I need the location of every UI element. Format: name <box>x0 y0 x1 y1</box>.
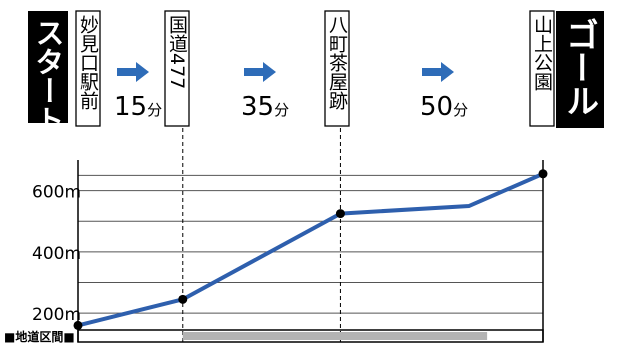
duration-arrow <box>244 62 276 82</box>
stop-name-label: 山上公園 <box>531 15 553 91</box>
road-segment-bar <box>182 332 488 340</box>
goal-label: ゴール <box>561 17 600 117</box>
elevation-point <box>73 320 83 330</box>
axis-layer: ■地道区間■ 600m 400m 200m <box>4 160 544 344</box>
stop-name-box <box>164 10 190 127</box>
stop-name-label: 国道477 <box>166 15 188 89</box>
elevation-point <box>335 209 345 219</box>
stop-name-label: 八町茶屋跡 <box>326 15 348 110</box>
duration-label: 35分 <box>241 92 289 122</box>
line-layer <box>73 169 548 330</box>
grid-layer <box>78 128 543 342</box>
duration-label: 50分 <box>420 92 468 122</box>
header-layer: スタート ゴール 妙見口駅前 国道477 八町茶屋跡 山上公園 15分 35分 50分 <box>28 10 604 134</box>
start-block <box>28 11 68 123</box>
road-legend-label: ■地道区間■ <box>4 329 75 344</box>
y-tick-label: 600m <box>32 183 81 203</box>
y-tick-label: 400m <box>32 244 81 264</box>
stop-name-label: 妙見口駅前 <box>77 15 99 110</box>
duration-arrow <box>422 62 454 82</box>
elevation-point <box>538 169 548 179</box>
duration-arrow <box>117 62 149 82</box>
stop-name-box <box>75 10 101 127</box>
duration-label: 15分 <box>114 92 162 122</box>
elevation-series-line <box>77 171 544 328</box>
elevation-point <box>178 294 188 304</box>
stop-name-box <box>529 10 555 127</box>
start-label: スタート <box>31 18 65 134</box>
y-tick-label: 200m <box>32 305 81 325</box>
goal-block <box>556 11 604 128</box>
road-track <box>77 329 544 343</box>
stop-name-box <box>324 10 350 127</box>
